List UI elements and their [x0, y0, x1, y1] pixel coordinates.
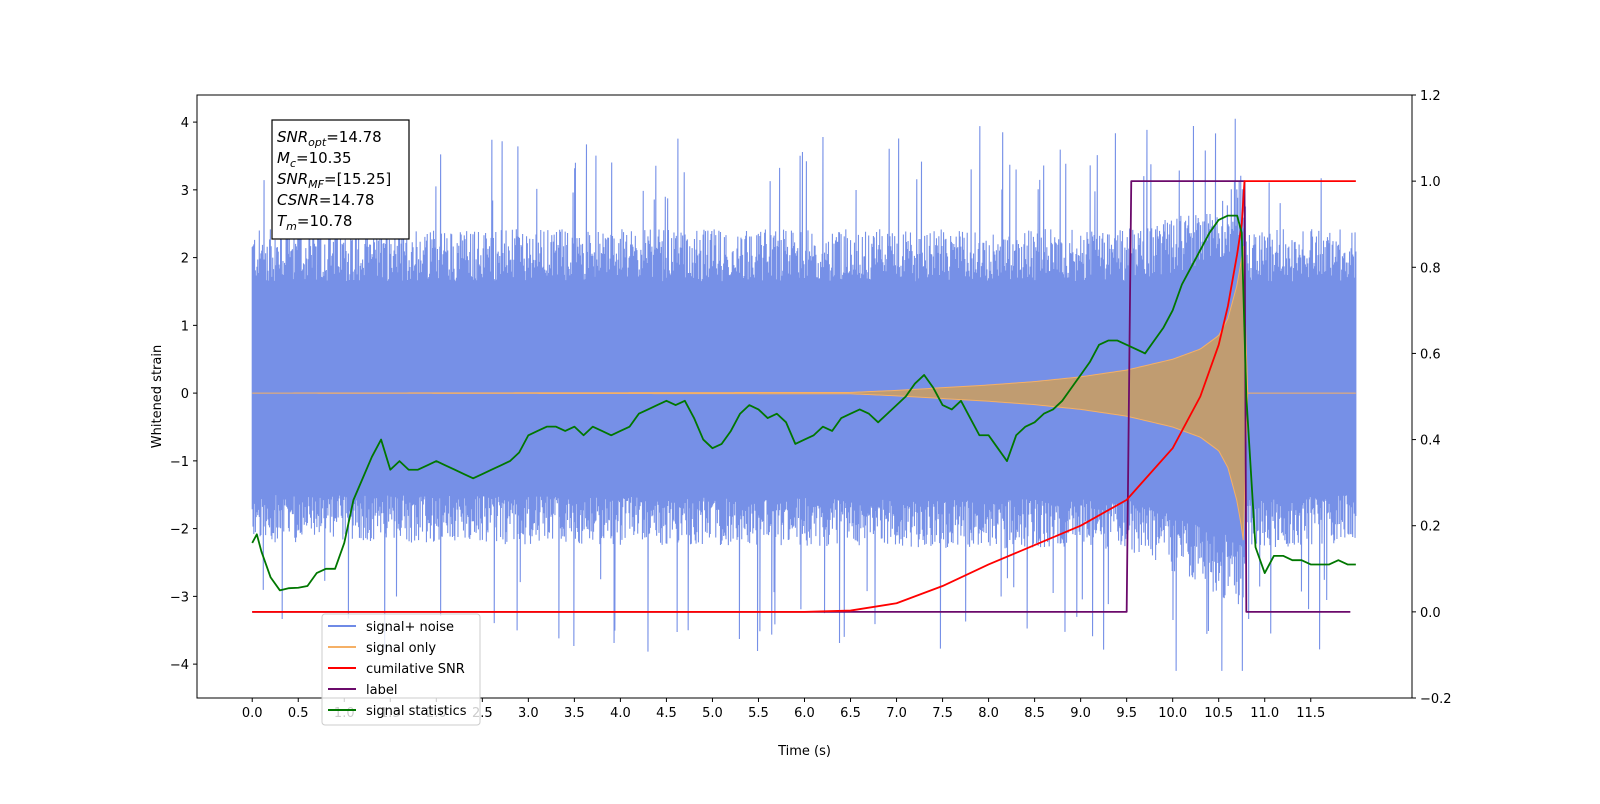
x-tick-label: 0.5	[288, 706, 309, 721]
series-line-cumulative-snr	[252, 180, 1356, 613]
series-area-signal-only	[252, 246, 1356, 541]
y-right-tick-label: 0.6	[1420, 347, 1441, 362]
x-tick-label: 4.0	[610, 706, 631, 721]
y-left-tick-label: 3	[181, 184, 189, 199]
series-line-label	[252, 180, 1351, 613]
legend-label: label	[366, 683, 397, 698]
x-tick-label: 3.5	[564, 706, 585, 721]
x-tick-label: 8.0	[978, 706, 999, 721]
x-tick-label: 10.0	[1158, 706, 1187, 721]
y-right-tick-label: 0.8	[1420, 261, 1441, 276]
info-box-frame	[271, 119, 410, 240]
y-left-tick-label: −2	[170, 523, 189, 538]
x-tick-label: 7.5	[932, 706, 953, 721]
y-axis-label: Whitened strain	[150, 345, 165, 448]
y-right-tick-label: −0.2	[1420, 692, 1452, 707]
x-tick-label: 5.0	[702, 706, 723, 721]
info-box-line: Mc=10.35	[277, 149, 352, 170]
line-layer	[251, 180, 1356, 613]
x-tick-label: 4.5	[656, 706, 677, 721]
x-tick-label: 9.5	[1116, 706, 1137, 721]
y-right-tick-label: 1.0	[1420, 175, 1441, 190]
y-left-tick-label: −4	[170, 658, 189, 673]
info-box-line: CSNR=14.78	[277, 191, 374, 209]
legend: signal+ noise signal only cumilative SNR la…	[321, 613, 481, 726]
x-tick-label: 10.5	[1204, 706, 1233, 721]
info-box-line: SNRMF=[15.25]	[277, 170, 391, 191]
y-left-tick-label: 0	[181, 387, 189, 402]
info-box-line: Tm=10.78	[277, 212, 352, 233]
y-right-tick-label: 0.2	[1420, 520, 1441, 535]
y-left-tick-label: 2	[181, 252, 189, 267]
y-axis-left: 4 3 2 1 0 −1 −2 −3 −4	[170, 116, 197, 673]
signal-layer	[252, 246, 1356, 541]
y-right-tick-label: 0.4	[1420, 434, 1441, 449]
legend-label: signal statistics	[366, 704, 467, 719]
y-left-tick-label: −3	[170, 590, 189, 605]
info-box-line: SNRopt=14.78	[277, 128, 382, 149]
y-right-tick-label: 0.0	[1420, 606, 1441, 621]
x-tick-label: 7.0	[886, 706, 907, 721]
x-tick-label: 9.0	[1070, 706, 1091, 721]
x-tick-label: 11.5	[1296, 706, 1325, 721]
y-left-tick-label: −1	[170, 455, 189, 470]
series-line-signal-statistics	[251, 214, 1356, 592]
x-tick-label: 6.0	[794, 706, 815, 721]
x-tick-label: 8.5	[1024, 706, 1045, 721]
x-tick-label: 3.0	[518, 706, 539, 721]
info-box: SNRopt=14.78Mc=10.35SNRMF=[15.25]CSNR=14…	[271, 119, 410, 240]
x-axis-label: Time (s)	[777, 744, 831, 759]
x-tick-label: 0.0	[242, 706, 263, 721]
legend-frame	[321, 613, 481, 726]
y-left-tick-label: 4	[181, 116, 189, 131]
y-right-tick-label: 1.2	[1420, 89, 1441, 104]
legend-label: signal only	[366, 641, 436, 656]
x-tick-label: 5.5	[748, 706, 769, 721]
x-tick-label: 6.5	[840, 706, 861, 721]
y-axis-right: 1.2 1.0 0.8 0.6 0.4 0.2 0.0 −0.2	[1412, 89, 1452, 707]
x-tick-label: 11.0	[1250, 706, 1279, 721]
legend-label: cumilative SNR	[366, 662, 465, 677]
y-left-tick-label: 1	[181, 319, 189, 334]
legend-label: signal+ noise	[366, 620, 454, 635]
